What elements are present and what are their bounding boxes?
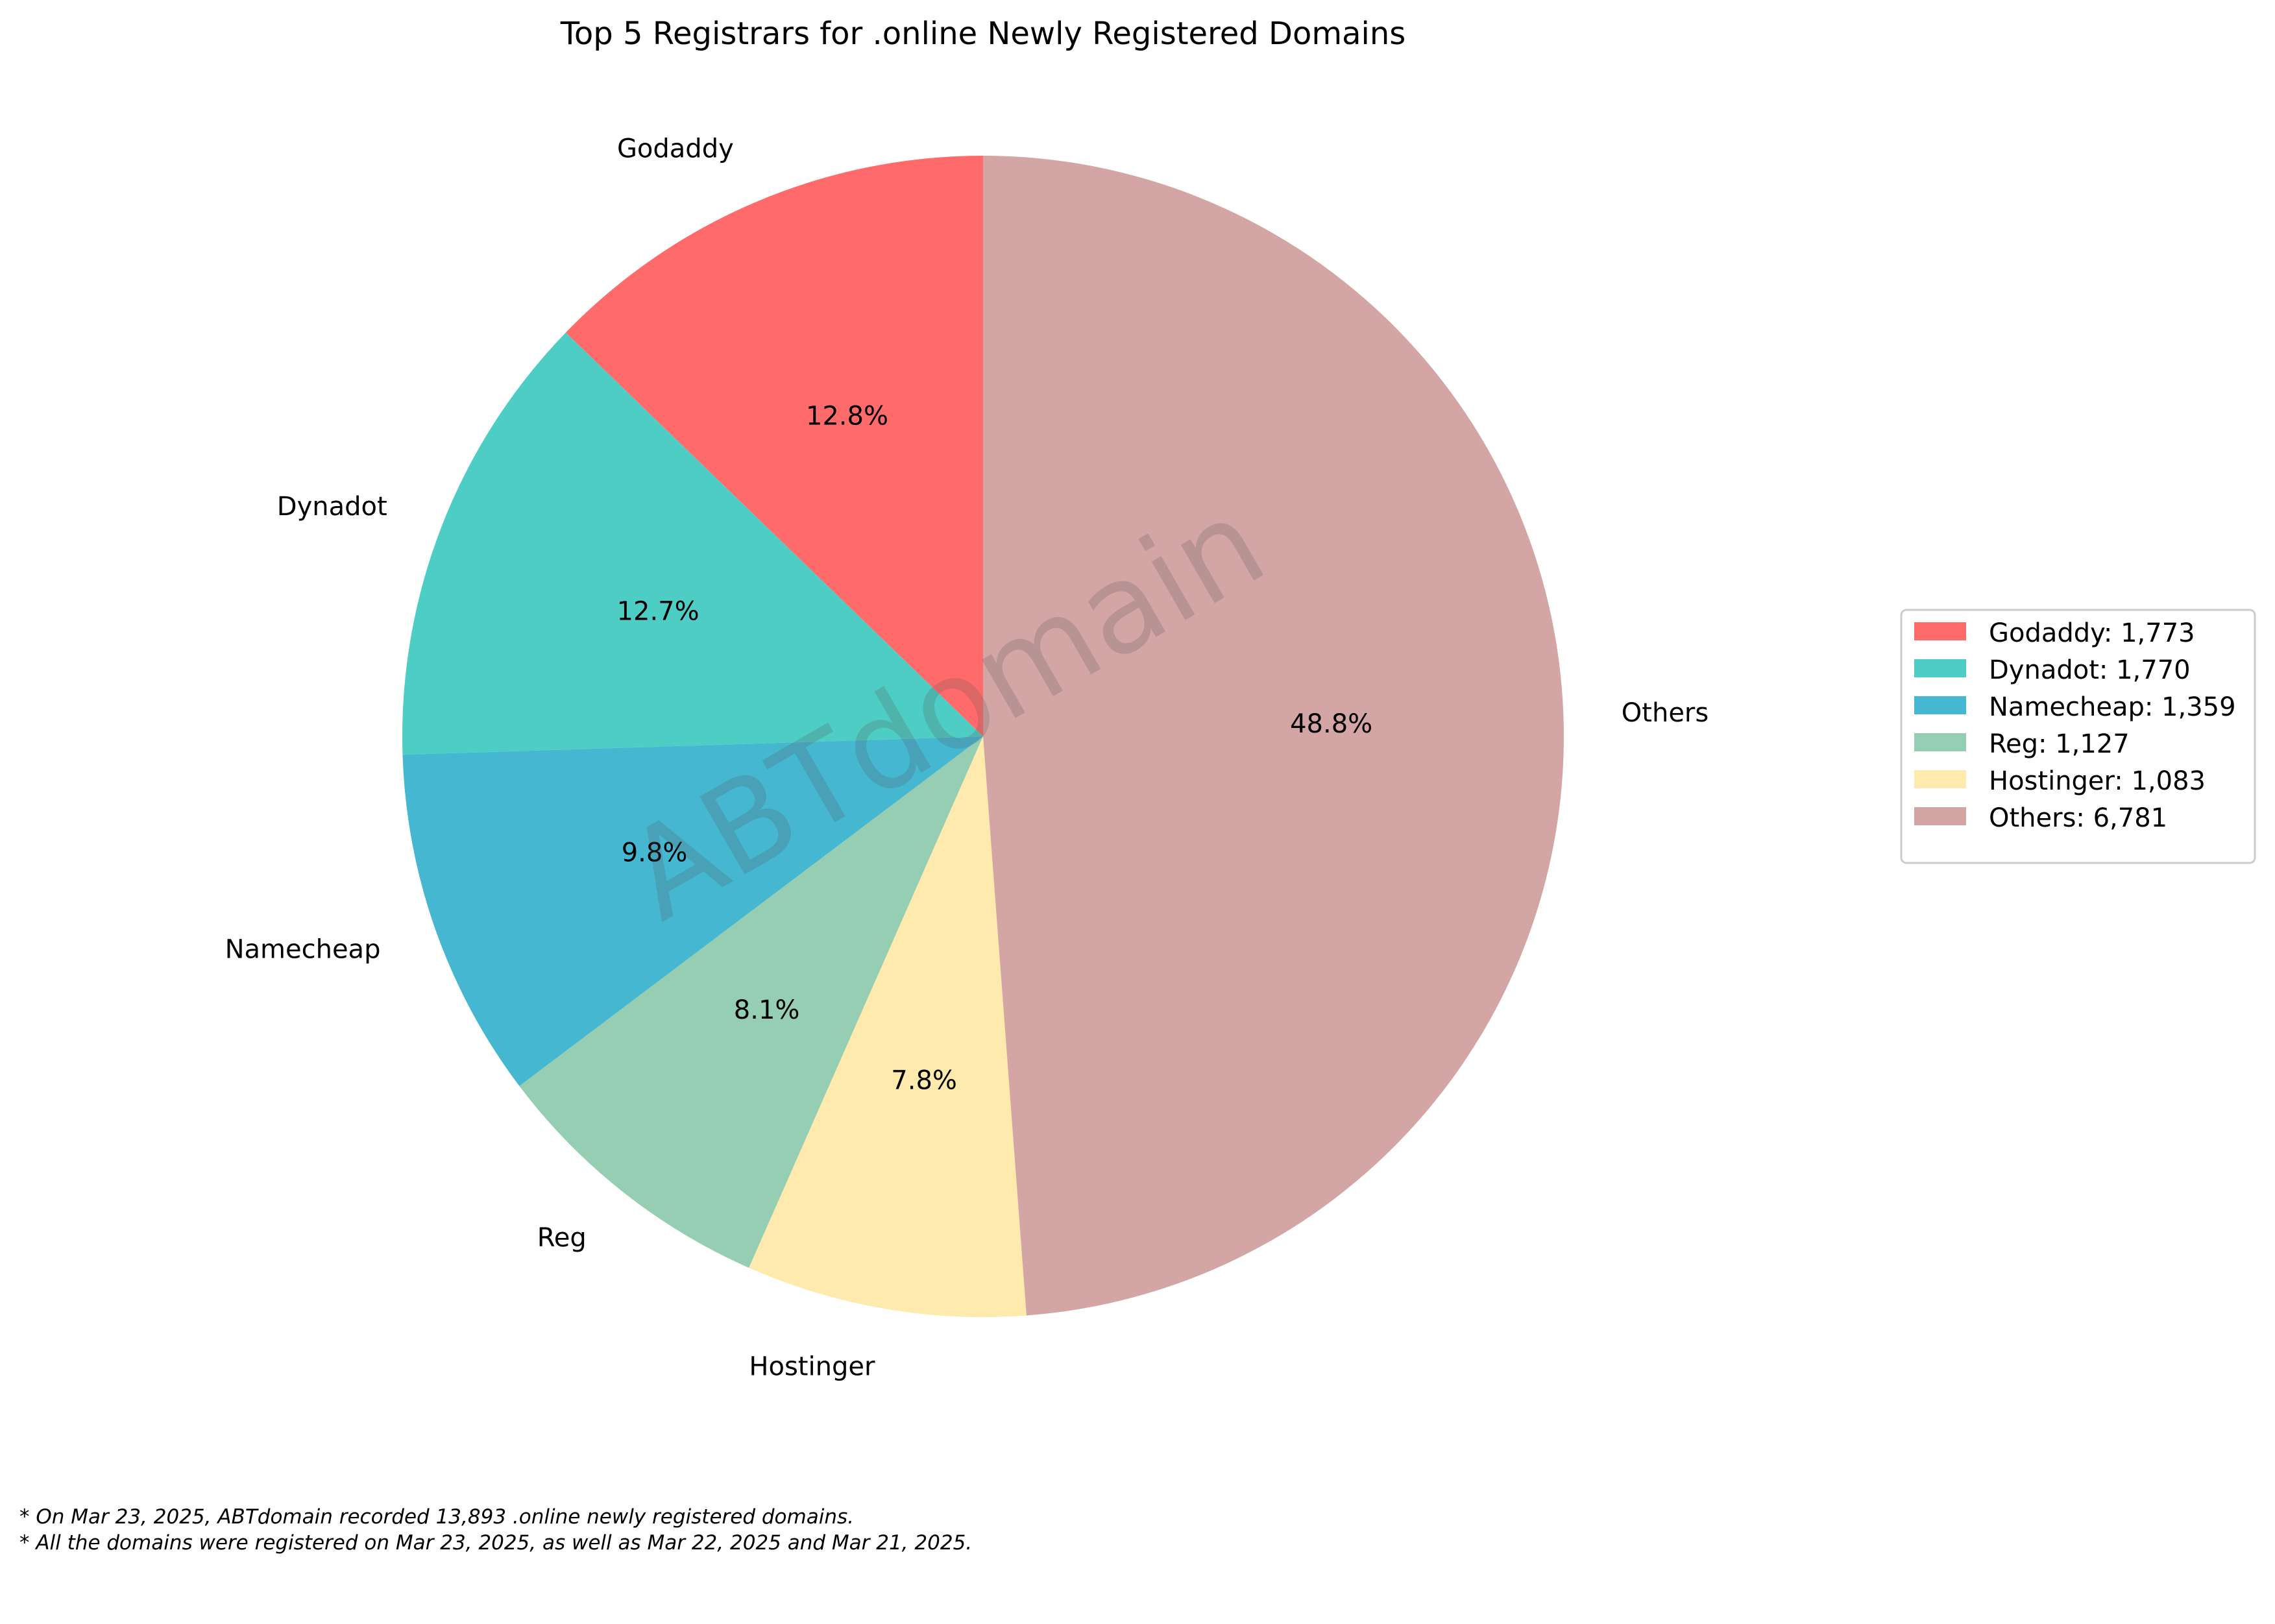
percent-labels: 12.8% 12.7% 9.8% 8.1% 7.8% 48.8%: [617, 402, 1373, 1096]
pie-slice-reg: [519, 736, 983, 1268]
pie-slice-others: [983, 156, 1564, 1316]
slice-label-others: Others: [1622, 698, 1709, 728]
legend: Godaddy: 1,773 Dynadot: 1,770 Namecheap: 1…: [1900, 609, 2256, 864]
legend-frame: [1900, 609, 2256, 864]
legend-label-others: Others: 6,781: [1989, 803, 2167, 833]
legend-swatch-dynadot: [1914, 659, 1966, 677]
legend-label-reg: Reg: 1,127: [1989, 729, 2130, 759]
chart-title: Top 5 Registrars for .online Newly Regis…: [560, 16, 1406, 52]
pie-slice-godaddy: [565, 156, 983, 736]
pie-slices: [402, 156, 1564, 1317]
pie-slice-hostinger: [749, 736, 1027, 1317]
legend-label-dynadot: Dynadot: 1,770: [1989, 655, 2191, 685]
footnotes: * On Mar 23, 2025, ABTdomain recorded 13…: [19, 1505, 972, 1555]
legend-swatch-reg: [1914, 733, 1966, 751]
slice-labels: Godaddy Dynadot Namecheap Reg Hostinger Other…: [225, 134, 1709, 1382]
slice-label-namecheap: Namecheap: [225, 934, 381, 964]
slice-label-dynadot: Dynadot: [277, 492, 387, 522]
legend-swatch-others: [1914, 807, 1966, 825]
legend-swatch-namecheap: [1914, 696, 1966, 714]
percent-label-namecheap: 9.8%: [622, 838, 688, 868]
pie-slice-dynadot: [402, 332, 983, 755]
percent-label-dynadot: 12.7%: [617, 596, 700, 626]
footnote-2: * All the domains were registered on Mar…: [19, 1531, 972, 1555]
legend-label-namecheap: Namecheap: 1,359: [1989, 692, 2236, 722]
percent-label-hostinger: 7.8%: [891, 1065, 957, 1095]
legend-label-godaddy: Godaddy: 1,773: [1989, 618, 2195, 648]
pie-slice-namecheap: [402, 736, 983, 1086]
percent-label-godaddy: 12.8%: [806, 402, 888, 431]
legend-swatch-hostinger: [1914, 770, 1966, 788]
percent-label-reg: 8.1%: [734, 995, 800, 1025]
legend-label-hostinger: Hostinger: 1,083: [1989, 766, 2206, 796]
footnote-1: * On Mar 23, 2025, ABTdomain recorded 13…: [19, 1505, 854, 1529]
slice-label-hostinger: Hostinger: [749, 1351, 875, 1381]
slice-label-godaddy: Godaddy: [617, 134, 734, 164]
slice-label-reg: Reg: [537, 1223, 587, 1253]
percent-label-others: 48.8%: [1290, 709, 1372, 739]
legend-swatch-godaddy: [1914, 622, 1966, 640]
